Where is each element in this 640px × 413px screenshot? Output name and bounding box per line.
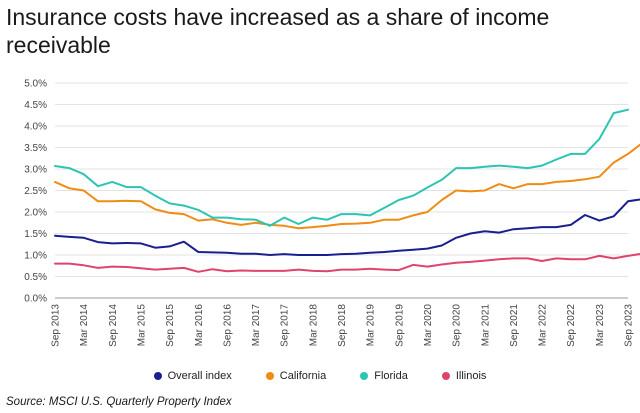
- x-tick-label: Sep 2015: [165, 304, 176, 347]
- series-lines: [54, 108, 640, 273]
- y-tick-label: 0.5%: [24, 272, 47, 283]
- x-tick-label: Sep 2023: [624, 304, 635, 347]
- x-tick-label: Mar 2020: [423, 304, 434, 347]
- y-tick-label: 1.5%: [24, 229, 47, 240]
- x-tick-label: Mar 2019: [366, 304, 377, 347]
- x-tick-label: Sep 2021: [509, 304, 520, 347]
- y-tick-label: 2.5%: [24, 186, 47, 197]
- legend-item-florida: Florida: [360, 370, 408, 382]
- y-tick-label: 0.0%: [24, 294, 47, 305]
- x-tick-label: Mar 2015: [136, 304, 147, 347]
- x-tick-label: Sep 2017: [280, 304, 291, 347]
- x-tick-label: Mar 2018: [308, 304, 319, 347]
- legend-marker: [360, 372, 369, 380]
- x-tick-label: Sep 2016: [222, 304, 233, 347]
- legend: Overall index California Florida Illinoi…: [0, 370, 640, 382]
- legend-marker: [441, 372, 450, 380]
- series-line-florida: [54, 108, 629, 227]
- x-tick-label: Sep 2019: [394, 304, 405, 347]
- source-note: Source: MSCI U.S. Quarterly Property Ind…: [6, 396, 232, 408]
- gridlines: [55, 82, 628, 299]
- x-tick-label: Sep 2013: [51, 304, 62, 347]
- y-tick-label: 4.0%: [24, 122, 47, 133]
- series-line-illinois: [54, 253, 640, 273]
- x-tick-label: Sep 2018: [337, 304, 348, 347]
- legend-marker: [265, 372, 274, 380]
- x-axis-tick-labels: Sep 2013 Mar 2014 Sep 2014 Mar 2015 Sep 2015…: [51, 304, 635, 347]
- x-tick-label: Mar 2017: [251, 304, 262, 347]
- legend-marker: [153, 372, 162, 380]
- chart-title: Insurance costs have increased as a shar…: [6, 4, 550, 58]
- legend-label: Overall index: [167, 370, 232, 382]
- legend-item-overall: Overall index: [153, 370, 232, 382]
- series-line-california: [54, 143, 640, 230]
- y-tick-label: 4.5%: [24, 100, 47, 111]
- y-tick-label: 5.0%: [24, 79, 47, 90]
- legend-label: Florida: [374, 370, 408, 382]
- legend-item-california: California: [265, 370, 327, 382]
- legend-label: California: [279, 370, 327, 382]
- x-tick-label: Mar 2016: [194, 304, 205, 347]
- y-tick-label: 2.0%: [24, 208, 47, 219]
- x-tick-label: Sep 2022: [566, 304, 577, 347]
- x-tick-label: Sep 2020: [452, 304, 463, 347]
- x-tick-label: Mar 2014: [79, 304, 90, 347]
- x-tick-label: Sep 2014: [108, 304, 119, 347]
- legend-label: Illinois: [455, 370, 487, 382]
- series-line-overall-index: [54, 198, 640, 256]
- y-tick-label: 3.0%: [24, 165, 47, 176]
- x-tick-label: Mar 2021: [480, 304, 491, 347]
- y-tick-label: 3.5%: [24, 143, 47, 154]
- x-tick-label: Mar 2022: [538, 304, 549, 347]
- y-axis-tick-labels: 0.0% 0.5% 1.0% 1.5% 2.0% 2.5% 3.0% 3.5% 4.0% 4.5%…: [24, 79, 47, 305]
- legend-item-illinois: Illinois: [441, 370, 487, 382]
- y-tick-label: 1.0%: [24, 251, 47, 262]
- x-tick-label: Mar 2023: [595, 304, 606, 347]
